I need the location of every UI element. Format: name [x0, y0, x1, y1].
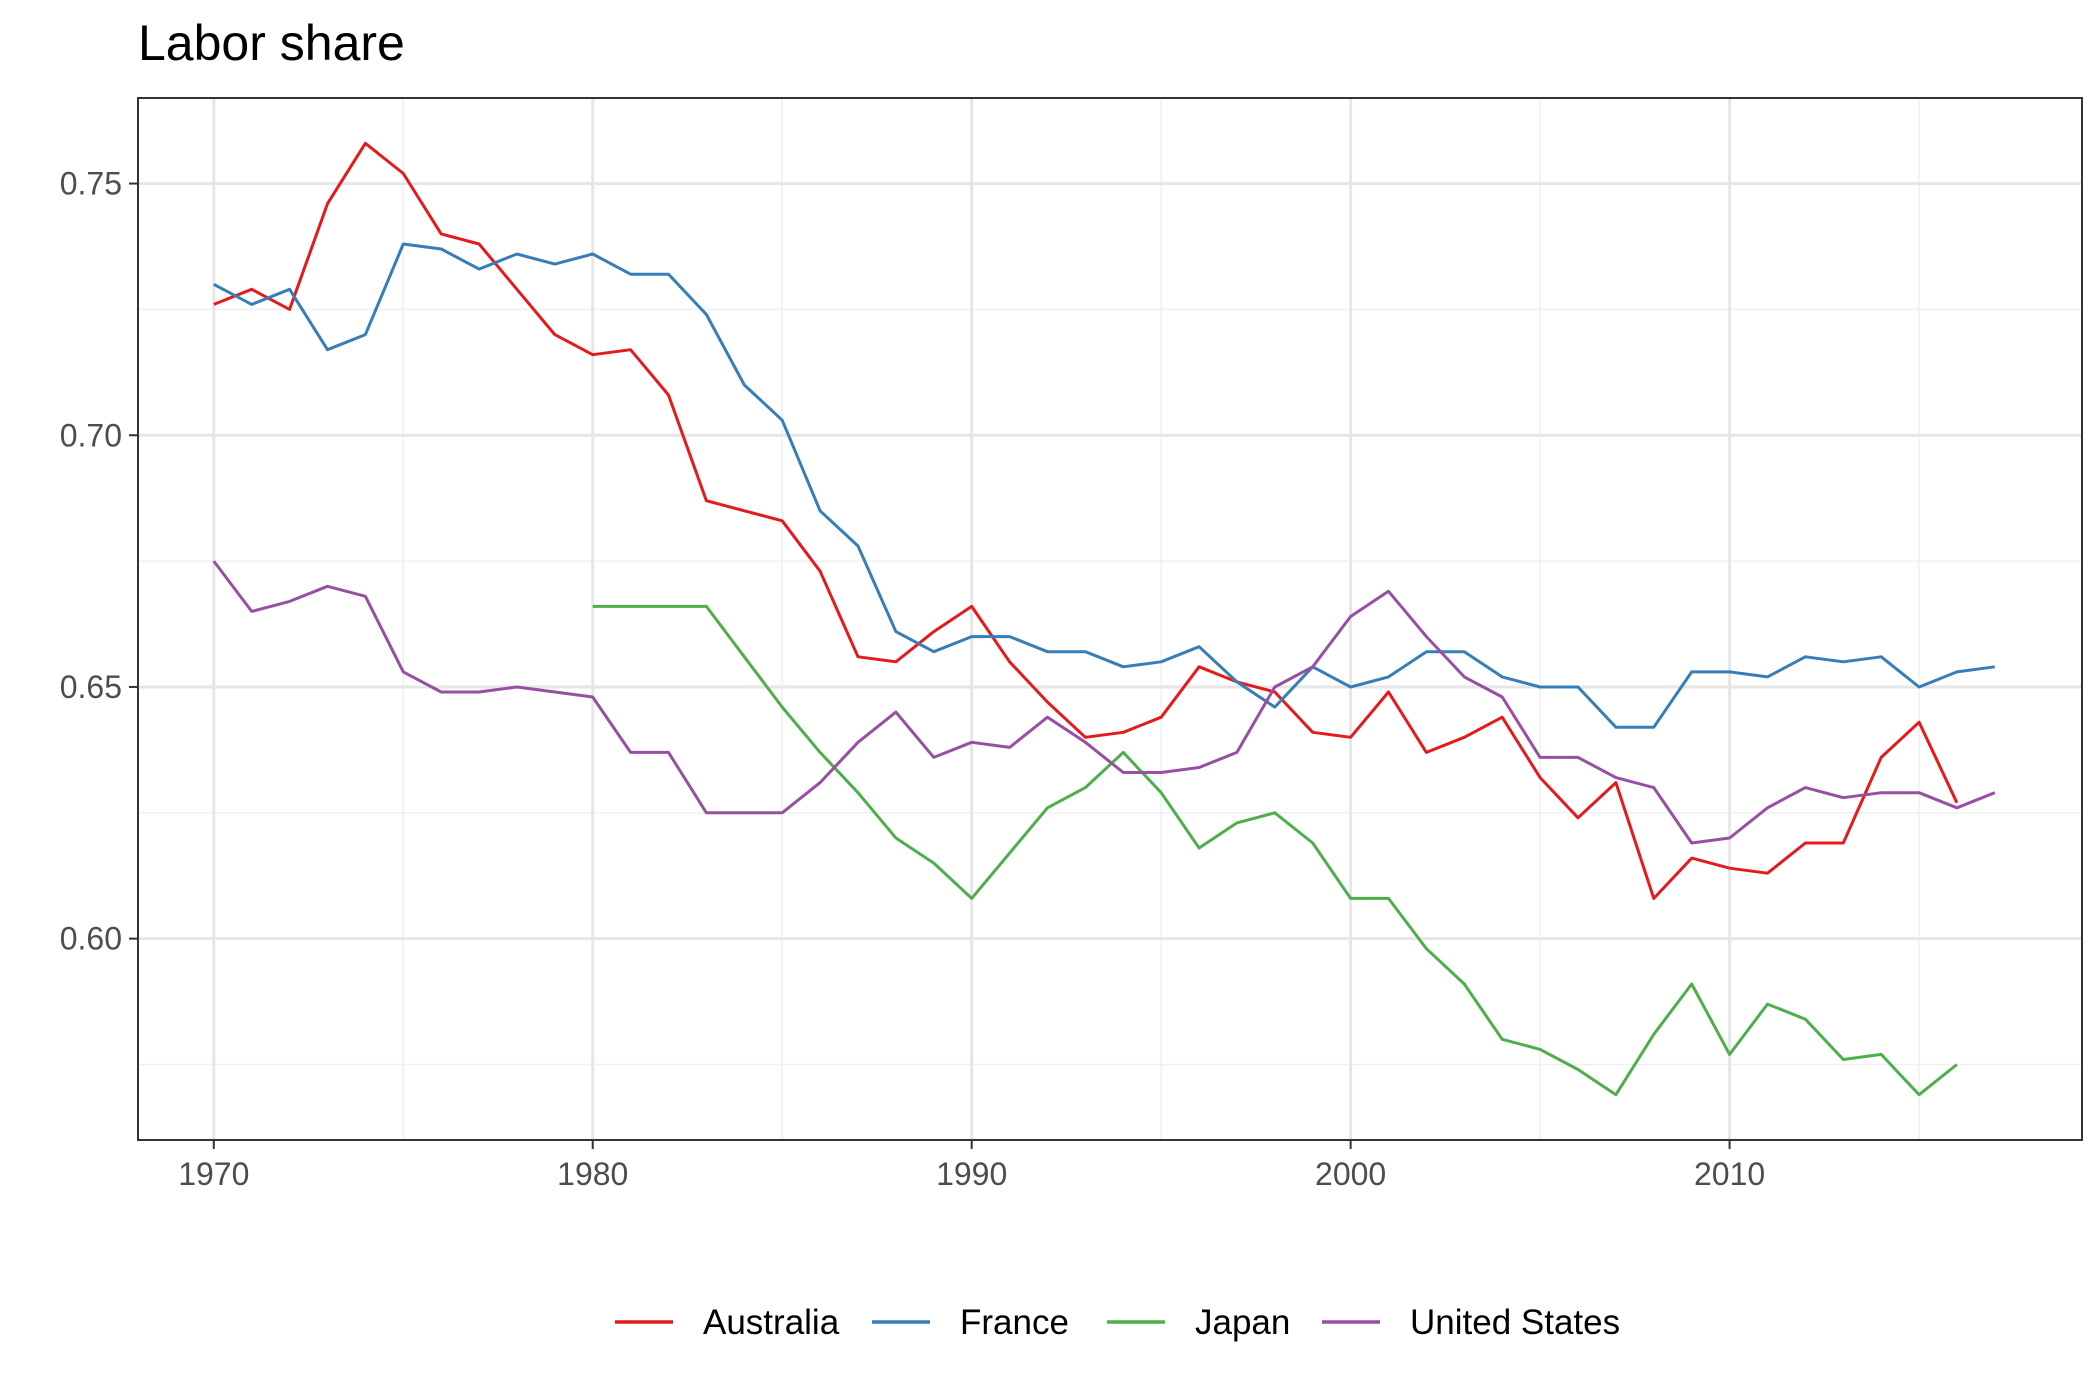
series-line-australia — [213, 141, 1959, 900]
y-tick-label: 0.75 — [60, 166, 122, 202]
series-lines — [212, 141, 1996, 1097]
series-line-united-states — [212, 560, 1996, 845]
x-tick-label: 1970 — [178, 1156, 249, 1192]
series-line-france — [213, 242, 1996, 729]
y-tick-label: 0.65 — [60, 669, 122, 705]
legend: Australia France Japan United States — [615, 1303, 1620, 1342]
legend-label-japan: Japan — [1195, 1303, 1290, 1342]
legend-label-united-states: United States — [1410, 1303, 1620, 1342]
x-tick-label: 2010 — [1694, 1156, 1765, 1192]
x-tick-label: 2000 — [1315, 1156, 1386, 1192]
y-tick-label: 0.60 — [60, 921, 122, 957]
legend-label-france: France — [960, 1303, 1069, 1342]
y-tick-label: 0.70 — [60, 417, 122, 453]
series-line-japan — [592, 604, 1958, 1097]
x-tick-label: 1980 — [557, 1156, 628, 1192]
chart-title: Labor share — [138, 15, 405, 71]
legend-label-australia: Australia — [703, 1303, 840, 1342]
x-axis: 1970 1980 1990 2000 2010 — [178, 1140, 1765, 1192]
x-tick-label: 1990 — [936, 1156, 1007, 1192]
y-axis: 0.60 0.65 0.70 0.75 — [60, 166, 138, 957]
grid-major — [138, 98, 2082, 1140]
grid-minor — [138, 98, 2082, 1140]
plot-border — [137, 97, 2083, 1141]
